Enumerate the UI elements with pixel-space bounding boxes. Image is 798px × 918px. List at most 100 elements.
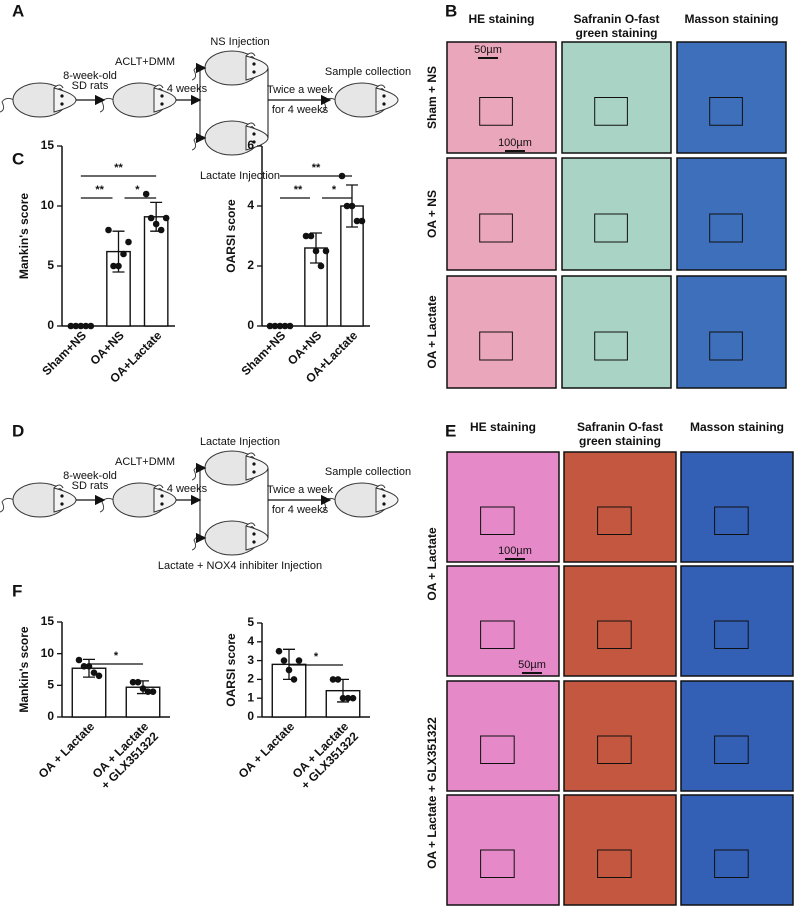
zoom-box — [480, 735, 515, 764]
scheme-text: NS Injection — [210, 36, 269, 48]
significance-label: ** — [312, 162, 321, 174]
y-tick-label: 15 — [41, 138, 55, 152]
data-point — [280, 657, 288, 664]
x-tick-label: OA + Lactate+ GLX351322 — [288, 719, 361, 792]
scheme-text: for 4 weeks — [272, 104, 329, 116]
x-tick-label-line: Sham+NS — [239, 328, 289, 378]
data-point — [307, 232, 315, 240]
scheme-text: Lactate + NOX4 inhibiter Injection — [158, 560, 322, 572]
y-tick-label: 0 — [247, 318, 254, 332]
zoom-box — [709, 213, 743, 243]
data-point — [80, 663, 88, 670]
rat-eye — [60, 102, 64, 106]
data-point — [90, 669, 98, 676]
zoom-box — [714, 506, 749, 535]
data-point — [349, 694, 357, 702]
scheme-text: Sample collection — [325, 466, 411, 478]
data-point — [134, 678, 142, 686]
y-tick-label: 0 — [47, 318, 54, 332]
data-point — [110, 262, 117, 270]
y-tick-label: 5 — [47, 678, 54, 692]
x-tick-label: OA + Lactate+ GLX351322 — [88, 719, 161, 792]
rat-eye — [60, 94, 64, 98]
rat-ear — [245, 52, 256, 57]
rat-eye — [382, 502, 386, 506]
row-label: OA + Lactate — [425, 527, 439, 601]
panel-label: A — [12, 1, 24, 20]
x-tick-label-line: OA + Lactate — [236, 719, 298, 781]
zoom-box — [594, 97, 628, 126]
significance-label: * — [135, 184, 140, 196]
rat-ear — [245, 122, 256, 127]
scheme-text: 4 weeks — [167, 483, 208, 495]
zoom-box — [597, 620, 632, 649]
y-tick-label: 4 — [247, 634, 254, 648]
data-point — [147, 214, 155, 222]
data-point — [295, 657, 303, 664]
histology-image — [446, 794, 560, 906]
data-point — [152, 220, 160, 228]
y-tick-label: 1 — [247, 690, 254, 704]
y-tick-label: 10 — [41, 646, 55, 660]
rat-eye — [252, 462, 256, 466]
x-tick-label: OA + Lactate — [236, 719, 298, 781]
data-point — [348, 202, 356, 210]
scheme-text: Lactate Injection — [200, 436, 280, 448]
rat-eye — [160, 494, 164, 498]
y-tick-label: 2 — [247, 258, 254, 272]
scheme-text: SD rats — [72, 80, 109, 92]
x-tick-label-line: Sham+NS — [39, 328, 89, 378]
scheme-text: 8-week-old — [63, 70, 117, 82]
data-point — [312, 247, 320, 255]
rat-icon — [191, 50, 269, 86]
y-axis-label: OARSI score — [224, 199, 238, 273]
rat-ear — [375, 484, 386, 489]
data-point — [105, 226, 112, 234]
rat-eye — [252, 140, 256, 144]
scheme-text: ACLT+DMM — [115, 56, 175, 68]
zoom-box — [709, 97, 743, 126]
scheme-text: 4 weeks — [167, 83, 208, 95]
y-tick-label: 6 — [247, 138, 254, 152]
data-point — [85, 663, 93, 670]
column-header: Safranin O-fast — [573, 12, 659, 26]
rat-ear — [53, 84, 64, 89]
significance-label: * — [114, 650, 119, 662]
column-header: HE staining — [468, 12, 534, 26]
x-tick-label: OA + Lactate — [36, 719, 98, 781]
panel-label: D — [12, 421, 24, 440]
row-label: OA + Lactate + GLX351322 — [425, 717, 439, 869]
y-axis-label: Mankin's score — [17, 626, 31, 713]
rat-ear — [153, 484, 164, 489]
zoom-box — [479, 331, 513, 361]
scheme-text: Twice a week — [267, 484, 334, 496]
rat-head — [53, 87, 77, 113]
rat-head — [153, 87, 177, 113]
scheme-text: SD rats — [72, 480, 109, 492]
rat-tail — [0, 97, 15, 113]
data-point — [275, 647, 283, 655]
data-point — [281, 322, 289, 330]
data-point — [75, 656, 83, 664]
zoom-box — [597, 506, 632, 535]
data-point — [87, 322, 95, 330]
data-point — [95, 672, 103, 680]
rat-eye — [382, 102, 386, 106]
data-point — [334, 676, 342, 683]
data-point — [317, 262, 325, 270]
data-point — [82, 322, 90, 330]
data-point — [302, 232, 310, 240]
column-header: Safranin O-fast — [577, 420, 663, 434]
data-point — [67, 322, 75, 330]
rat-icon — [191, 450, 269, 486]
column-header: HE staining — [470, 420, 536, 434]
x-tick-label: Sham+NS — [239, 328, 289, 378]
row-label: OA + Lactate — [425, 295, 439, 369]
data-point — [358, 217, 366, 225]
data-point — [129, 678, 137, 686]
scale-label: 50µm — [474, 44, 502, 56]
bar — [143, 216, 169, 327]
rat-eye — [252, 532, 256, 536]
column-header: green staining — [579, 434, 661, 448]
y-tick-label: 5 — [247, 615, 254, 629]
